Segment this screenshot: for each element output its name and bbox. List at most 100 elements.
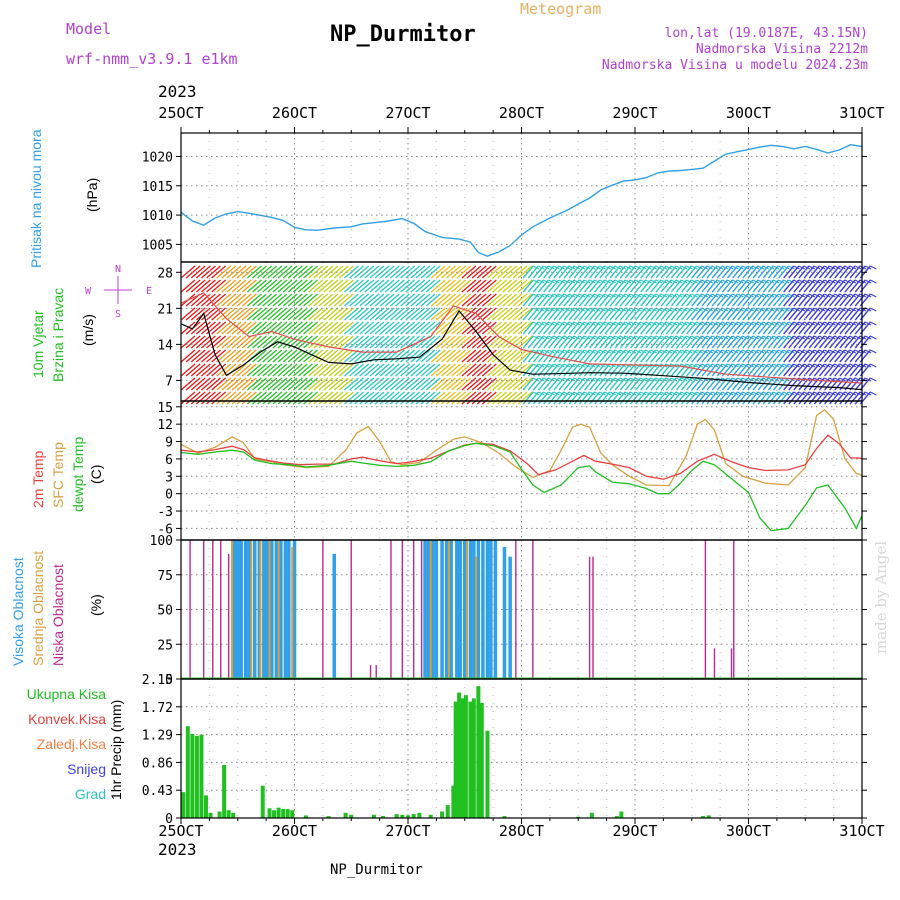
wind-barb xyxy=(568,377,580,391)
wind-barb xyxy=(343,321,359,335)
wind-barb-flag xyxy=(793,279,800,284)
wind-barb-flag xyxy=(859,321,867,326)
wind-barb xyxy=(711,377,723,391)
wind-barb xyxy=(650,363,662,377)
wind-barb xyxy=(553,293,565,307)
wind-barb xyxy=(522,293,534,307)
wind-barb xyxy=(328,265,344,279)
wind-barb xyxy=(185,363,201,377)
wind-barb xyxy=(384,363,400,377)
wind-barb xyxy=(441,335,456,349)
wind-barb xyxy=(548,377,560,391)
wind-barb-flag xyxy=(727,279,734,284)
wind-barb-flag xyxy=(599,335,606,340)
wind-barb xyxy=(308,265,324,279)
wind-barb-flag xyxy=(578,349,586,354)
wind-barb-flag xyxy=(594,307,601,312)
wind-barb xyxy=(507,265,523,279)
wind-barb xyxy=(277,279,293,293)
wind-barb xyxy=(461,391,477,405)
wind-barb xyxy=(226,335,242,349)
wind-barb xyxy=(481,391,497,405)
wind-barb-flag xyxy=(568,335,576,340)
wind-barb xyxy=(400,335,416,349)
cloud-visoka-bar xyxy=(253,540,257,679)
wind-barb-flag xyxy=(619,363,627,368)
wind-barb-flag xyxy=(854,279,862,284)
wind-barb xyxy=(558,349,570,363)
wind-barb xyxy=(543,363,555,377)
wind-barb xyxy=(379,293,395,307)
wind-barb-flag xyxy=(655,321,663,326)
wind-barb xyxy=(425,265,441,279)
wind-barb xyxy=(466,321,482,335)
wind-barb-flag xyxy=(859,293,867,298)
wind-barb-flag xyxy=(624,307,632,312)
wind-barb-flag xyxy=(670,293,678,298)
wind-barb-flag xyxy=(660,335,668,340)
wind-barb-flag xyxy=(716,307,724,312)
wind-barb-flag xyxy=(716,293,724,298)
wind-barb xyxy=(568,335,580,349)
wind-barb xyxy=(824,307,836,321)
wind-barb xyxy=(354,265,370,279)
wind-barb-flag xyxy=(538,321,545,326)
wind-barb-flag xyxy=(803,321,811,326)
wind-barb xyxy=(252,321,267,335)
wind-barb xyxy=(793,349,805,363)
model-label: Model xyxy=(66,20,112,38)
wind-barb xyxy=(252,265,267,279)
wind-barb xyxy=(701,279,713,293)
wind-barb xyxy=(793,377,805,391)
year-bottom: 2023 xyxy=(158,840,197,859)
wind-barb xyxy=(537,363,550,377)
wind-barb xyxy=(231,307,247,321)
wind-barb xyxy=(629,307,641,321)
wind-barb-flag xyxy=(732,293,739,298)
wind-barb xyxy=(221,293,237,307)
wind-barb-flag xyxy=(589,307,596,312)
wind-barb-flag xyxy=(721,363,729,368)
wind-barb xyxy=(701,335,713,349)
wind-barb xyxy=(650,321,662,335)
wind-barb-flag xyxy=(543,321,550,326)
wind-barb-flag xyxy=(716,377,724,382)
wind-barb-flag xyxy=(609,377,617,382)
wind-barb-flag xyxy=(686,279,693,284)
wind-barb xyxy=(583,335,596,349)
wind-barb xyxy=(686,321,698,335)
wind-barb xyxy=(272,349,288,363)
wind-barb xyxy=(778,307,790,321)
wind-barb-flag xyxy=(772,265,780,270)
wind-barb xyxy=(435,377,451,391)
wind-barb xyxy=(359,363,375,377)
wind-barb-flag xyxy=(640,349,647,354)
wind-barb xyxy=(292,363,308,377)
wind-barb xyxy=(604,307,616,321)
wind-barb xyxy=(389,349,405,363)
wind-barb xyxy=(246,349,262,363)
wind-barb xyxy=(824,363,836,377)
wind-barb xyxy=(808,307,820,321)
wind-barb xyxy=(343,265,359,279)
wind-barb xyxy=(517,279,533,293)
wind-barb xyxy=(834,349,846,363)
wind-barb xyxy=(272,265,288,279)
wind-barb xyxy=(701,293,713,307)
wind-barb xyxy=(726,335,739,349)
cloud-niska-bar xyxy=(733,540,735,679)
wind-barb-flag xyxy=(645,279,652,284)
wind-barb-flag xyxy=(548,293,555,298)
wind-barb xyxy=(369,307,385,321)
wind-barb-flag xyxy=(727,363,734,368)
wind-barb xyxy=(313,349,329,363)
wind-barb-flag xyxy=(563,293,571,298)
wind-barb-flag xyxy=(772,363,780,368)
wind-barb xyxy=(471,265,487,279)
wind-barb-flag xyxy=(737,265,744,270)
wind-barb-flag xyxy=(696,363,703,368)
wind-barb xyxy=(721,335,733,349)
wind-barb-flag xyxy=(808,307,816,312)
wind-barb-flag xyxy=(864,391,872,396)
wind-barb xyxy=(420,265,436,279)
